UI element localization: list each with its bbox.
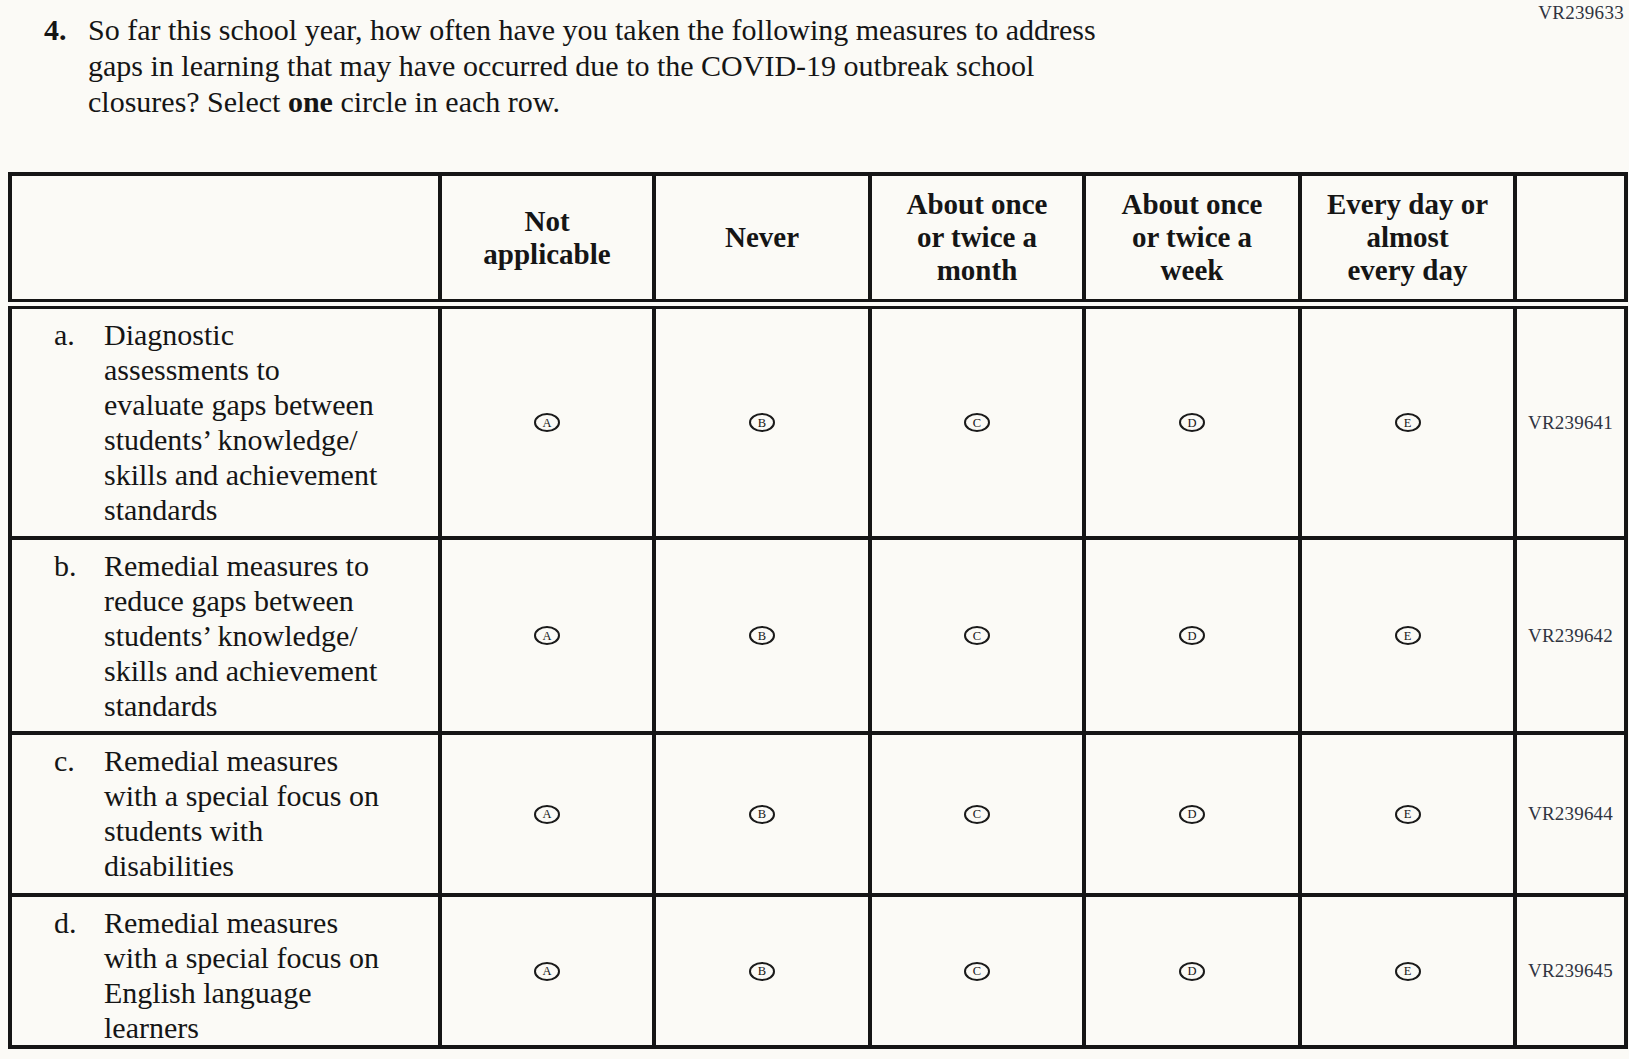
row-d-bubble-E[interactable]: E: [1395, 962, 1421, 981]
question-4-matrix-table: Not applicable Never About once or twice…: [8, 172, 1628, 1049]
row-a-stem: a. Diagnostic assessments to evaluate ga…: [10, 304, 440, 538]
question-body: So far this school year, how often have …: [88, 13, 1096, 82]
header-not-applicable: Not applicable: [440, 174, 654, 304]
row-d-cell-every-day: E: [1300, 895, 1515, 1047]
row-a-cell-every-day: E: [1300, 304, 1515, 538]
question-select-pre: closures? Select: [88, 85, 288, 118]
row-a-bubble-D[interactable]: D: [1179, 413, 1205, 432]
row-a-cell-not-applicable: A: [440, 304, 654, 538]
row-d-cell-never: B: [654, 895, 870, 1047]
header-once-twice-month: About once or twice a month: [870, 174, 1084, 304]
bubble-letter: E: [1404, 808, 1412, 821]
row-b-cell-every-day: E: [1300, 538, 1515, 733]
question-number: 4.: [44, 12, 88, 48]
bubble-letter: D: [1187, 965, 1196, 978]
header-once-twice-week: About once or twice a week: [1084, 174, 1300, 304]
header-every-day: Every day or almost every day: [1300, 174, 1515, 304]
bubble-letter: C: [973, 965, 981, 978]
table-row-d: d. Remedial measures with a special focu…: [10, 895, 1626, 1047]
row-d-bubble-D[interactable]: D: [1179, 962, 1205, 981]
question-block: 4. So far this school year, how often ha…: [44, 12, 1368, 120]
row-d-text: Remedial measures with a special focus o…: [104, 905, 432, 1045]
bubble-letter: E: [1404, 630, 1412, 643]
bubble-letter: B: [758, 965, 766, 978]
row-c-bubble-D[interactable]: D: [1179, 805, 1205, 824]
row-b-cell-week: D: [1084, 538, 1300, 733]
table-row-b: b. Remedial measures to reduce gaps betw…: [10, 538, 1626, 733]
row-c-stem: c. Remedial measures with a special focu…: [10, 733, 440, 895]
bubble-letter: A: [542, 630, 551, 643]
row-b-cell-month: C: [870, 538, 1084, 733]
row-a-bubble-C[interactable]: C: [964, 413, 990, 432]
header-code-empty: [1515, 174, 1626, 304]
header-row: Not applicable Never About once or twice…: [10, 174, 1626, 304]
bubble-letter: B: [758, 808, 766, 821]
question-text: So far this school year, how often have …: [88, 12, 1368, 120]
bubble-letter: C: [973, 630, 981, 643]
row-d-bubble-C[interactable]: C: [964, 962, 990, 981]
row-a-cell-never: B: [654, 304, 870, 538]
row-b-bubble-A[interactable]: A: [534, 626, 560, 645]
row-b-letter: b.: [54, 548, 104, 723]
bubble-letter: B: [758, 630, 766, 643]
row-c-cell-never: B: [654, 733, 870, 895]
question-select-post: circle in each row.: [333, 85, 560, 118]
bubble-letter: D: [1187, 417, 1196, 430]
question-select-bold: one: [288, 85, 333, 118]
row-c-code: VR239644: [1515, 733, 1626, 895]
header-never: Never: [654, 174, 870, 304]
row-a-cell-month: C: [870, 304, 1084, 538]
row-b-bubble-D[interactable]: D: [1179, 626, 1205, 645]
row-c-cell-month: C: [870, 733, 1084, 895]
row-c-cell-week: D: [1084, 733, 1300, 895]
row-c-text: Remedial measures with a special focus o…: [104, 743, 432, 883]
row-c-cell-every-day: E: [1300, 733, 1515, 895]
row-d-cell-month: C: [870, 895, 1084, 1047]
bubble-letter: A: [542, 808, 551, 821]
table-row-a: a. Diagnostic assessments to evaluate ga…: [10, 304, 1626, 538]
row-a-bubble-B[interactable]: B: [749, 413, 775, 432]
row-c-bubble-C[interactable]: C: [964, 805, 990, 824]
bubble-letter: B: [758, 417, 766, 430]
row-c-cell-not-applicable: A: [440, 733, 654, 895]
bubble-letter: E: [1404, 965, 1412, 978]
row-b-stem: b. Remedial measures to reduce gaps betw…: [10, 538, 440, 733]
bubble-letter: C: [973, 808, 981, 821]
row-b-cell-never: B: [654, 538, 870, 733]
row-c-letter: c.: [54, 743, 104, 883]
row-a-bubble-A[interactable]: A: [534, 413, 560, 432]
row-d-bubble-B[interactable]: B: [749, 962, 775, 981]
row-a-cell-week: D: [1084, 304, 1300, 538]
row-a-code: VR239641: [1515, 304, 1626, 538]
row-b-bubble-E[interactable]: E: [1395, 626, 1421, 645]
bubble-letter: A: [542, 417, 551, 430]
table-row-c: c. Remedial measures with a special focu…: [10, 733, 1626, 895]
row-d-code: VR239645: [1515, 895, 1626, 1047]
row-c-bubble-B[interactable]: B: [749, 805, 775, 824]
bubble-letter: C: [973, 417, 981, 430]
row-d-bubble-A[interactable]: A: [534, 962, 560, 981]
row-d-letter: d.: [54, 905, 104, 1045]
row-a-text: Diagnostic assessments to evaluate gaps …: [104, 317, 432, 527]
row-d-cell-week: D: [1084, 895, 1300, 1047]
bubble-letter: A: [542, 965, 551, 978]
bubble-letter: D: [1187, 808, 1196, 821]
row-b-bubble-B[interactable]: B: [749, 626, 775, 645]
row-b-text: Remedial measures to reduce gaps between…: [104, 548, 432, 723]
row-c-bubble-E[interactable]: E: [1395, 805, 1421, 824]
row-d-cell-not-applicable: A: [440, 895, 654, 1047]
row-a-letter: a.: [54, 317, 104, 527]
row-c-bubble-A[interactable]: A: [534, 805, 560, 824]
bubble-letter: E: [1404, 417, 1412, 430]
row-b-code: VR239642: [1515, 538, 1626, 733]
form-code-top-right: VR239633: [1538, 2, 1624, 24]
row-d-stem: d. Remedial measures with a special focu…: [10, 895, 440, 1047]
row-b-cell-not-applicable: A: [440, 538, 654, 733]
row-a-bubble-E[interactable]: E: [1395, 413, 1421, 432]
header-stem-empty: [10, 174, 440, 304]
bubble-letter: D: [1187, 630, 1196, 643]
row-b-bubble-C[interactable]: C: [964, 626, 990, 645]
